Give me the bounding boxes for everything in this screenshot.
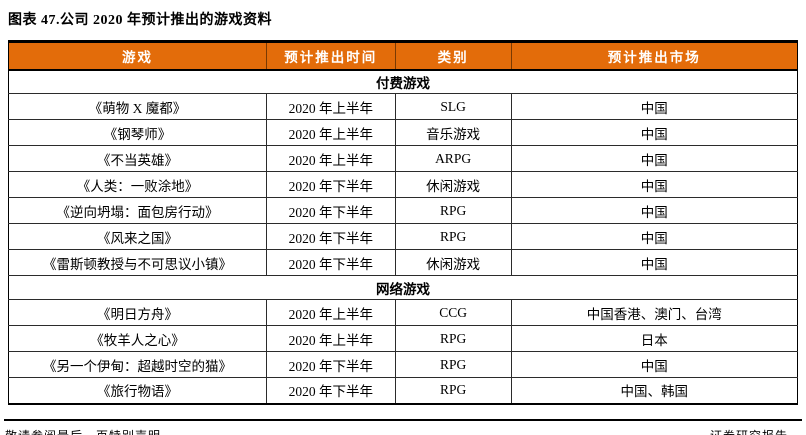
col-header-game: 游戏	[8, 40, 267, 71]
cell-market: 中国	[510, 197, 799, 224]
footer-disclaimer: 敬请参阅最后一页特别声明	[5, 427, 161, 435]
games-table: 游戏 预计推出时间 类别 预计推出市场 付费游戏 《萌物 X 魔都》 2020 …	[8, 40, 799, 405]
section-row-paid-games: 付费游戏	[8, 69, 798, 94]
table-row: 《雷斯顿教授与不可思议小镇》 2020 年下半年 休闲游戏 中国	[8, 249, 799, 276]
table-row: 《萌物 X 魔都》 2020 年上半年 SLG 中国	[8, 93, 799, 120]
cell-category: RPG	[394, 325, 512, 352]
section-label: 付费游戏	[8, 69, 798, 94]
section-label: 网络游戏	[8, 275, 798, 300]
table-row: 《另一个伊甸：超越时空的猫》 2020 年下半年 RPG 中国	[8, 351, 799, 378]
cell-category: SLG	[394, 93, 512, 120]
table-row: 《逆向坍塌：面包房行动》 2020 年下半年 RPG 中国	[8, 197, 799, 224]
table-row: 《旅行物语》 2020 年下半年 RPG 中国、韩国	[8, 377, 799, 405]
cell-time: 2020 年下半年	[266, 249, 396, 276]
col-header-category: 类别	[394, 40, 512, 71]
cell-market: 中国香港、澳门、台湾	[510, 299, 799, 326]
table-row: 《明日方舟》 2020 年上半年 CCG 中国香港、澳门、台湾	[8, 299, 799, 326]
col-header-market: 预计推出市场	[510, 40, 799, 71]
cell-game: 《旅行物语》	[8, 377, 267, 405]
cell-category: ARPG	[394, 145, 512, 172]
cell-time: 2020 年上半年	[266, 93, 396, 120]
cell-time: 2020 年下半年	[266, 351, 396, 378]
cell-market: 中国	[510, 171, 799, 198]
cell-category: 音乐游戏	[394, 119, 512, 146]
cell-market: 中国	[510, 223, 799, 250]
figure-title: 图表 47.公司 2020 年预计推出的游戏资料	[8, 13, 272, 28]
cell-game: 《萌物 X 魔都》	[8, 93, 267, 120]
cell-time: 2020 年下半年	[266, 171, 396, 198]
cell-category: 休闲游戏	[394, 249, 512, 276]
cell-time: 2020 年上半年	[266, 325, 396, 352]
cell-market: 中国	[510, 119, 799, 146]
table-row: 《牧羊人之心》 2020 年上半年 RPG 日本	[8, 325, 799, 352]
cell-market: 中国	[510, 249, 799, 276]
cell-time: 2020 年上半年	[266, 119, 396, 146]
cell-game: 《逆向坍塌：面包房行动》	[8, 197, 267, 224]
cell-category: 休闲游戏	[394, 171, 512, 198]
cell-category: CCG	[394, 299, 512, 326]
cell-market: 中国、韩国	[510, 377, 799, 405]
cell-time: 2020 年下半年	[266, 223, 396, 250]
cell-market: 日本	[510, 325, 799, 352]
cell-game: 《不当英雄》	[8, 145, 267, 172]
cell-game: 《风来之国》	[8, 223, 267, 250]
cell-game: 《人类：一败涂地》	[8, 171, 267, 198]
table-row: 《风来之国》 2020 年下半年 RPG 中国	[8, 223, 799, 250]
cell-game: 《雷斯顿教授与不可思议小镇》	[8, 249, 267, 276]
cell-game: 《另一个伊甸：超越时空的猫》	[8, 351, 267, 378]
cell-category: RPG	[394, 351, 512, 378]
cell-game: 《明日方舟》	[8, 299, 267, 326]
cell-category: RPG	[394, 197, 512, 224]
cell-game: 《钢琴师》	[8, 119, 267, 146]
cell-market: 中国	[510, 351, 799, 378]
cell-category: RPG	[394, 377, 512, 405]
header-row: 游戏 预计推出时间 类别 预计推出市场	[8, 40, 799, 71]
table-row: 《钢琴师》 2020 年上半年 音乐游戏 中国	[8, 119, 799, 146]
footer-report-type: 证券研究报告	[710, 427, 788, 435]
section-row-online-games: 网络游戏	[8, 275, 798, 300]
footer-divider	[4, 419, 802, 421]
col-header-release-time: 预计推出时间	[266, 40, 396, 71]
table-row: 《不当英雄》 2020 年上半年 ARPG 中国	[8, 145, 799, 172]
cell-time: 2020 年上半年	[266, 145, 396, 172]
cell-market: 中国	[510, 145, 799, 172]
cell-time: 2020 年下半年	[266, 197, 396, 224]
cell-time: 2020 年下半年	[266, 377, 396, 405]
cell-category: RPG	[394, 223, 512, 250]
cell-game: 《牧羊人之心》	[8, 325, 267, 352]
cell-time: 2020 年上半年	[266, 299, 396, 326]
cell-market: 中国	[510, 93, 799, 120]
table-row: 《人类：一败涂地》 2020 年下半年 休闲游戏 中国	[8, 171, 799, 198]
